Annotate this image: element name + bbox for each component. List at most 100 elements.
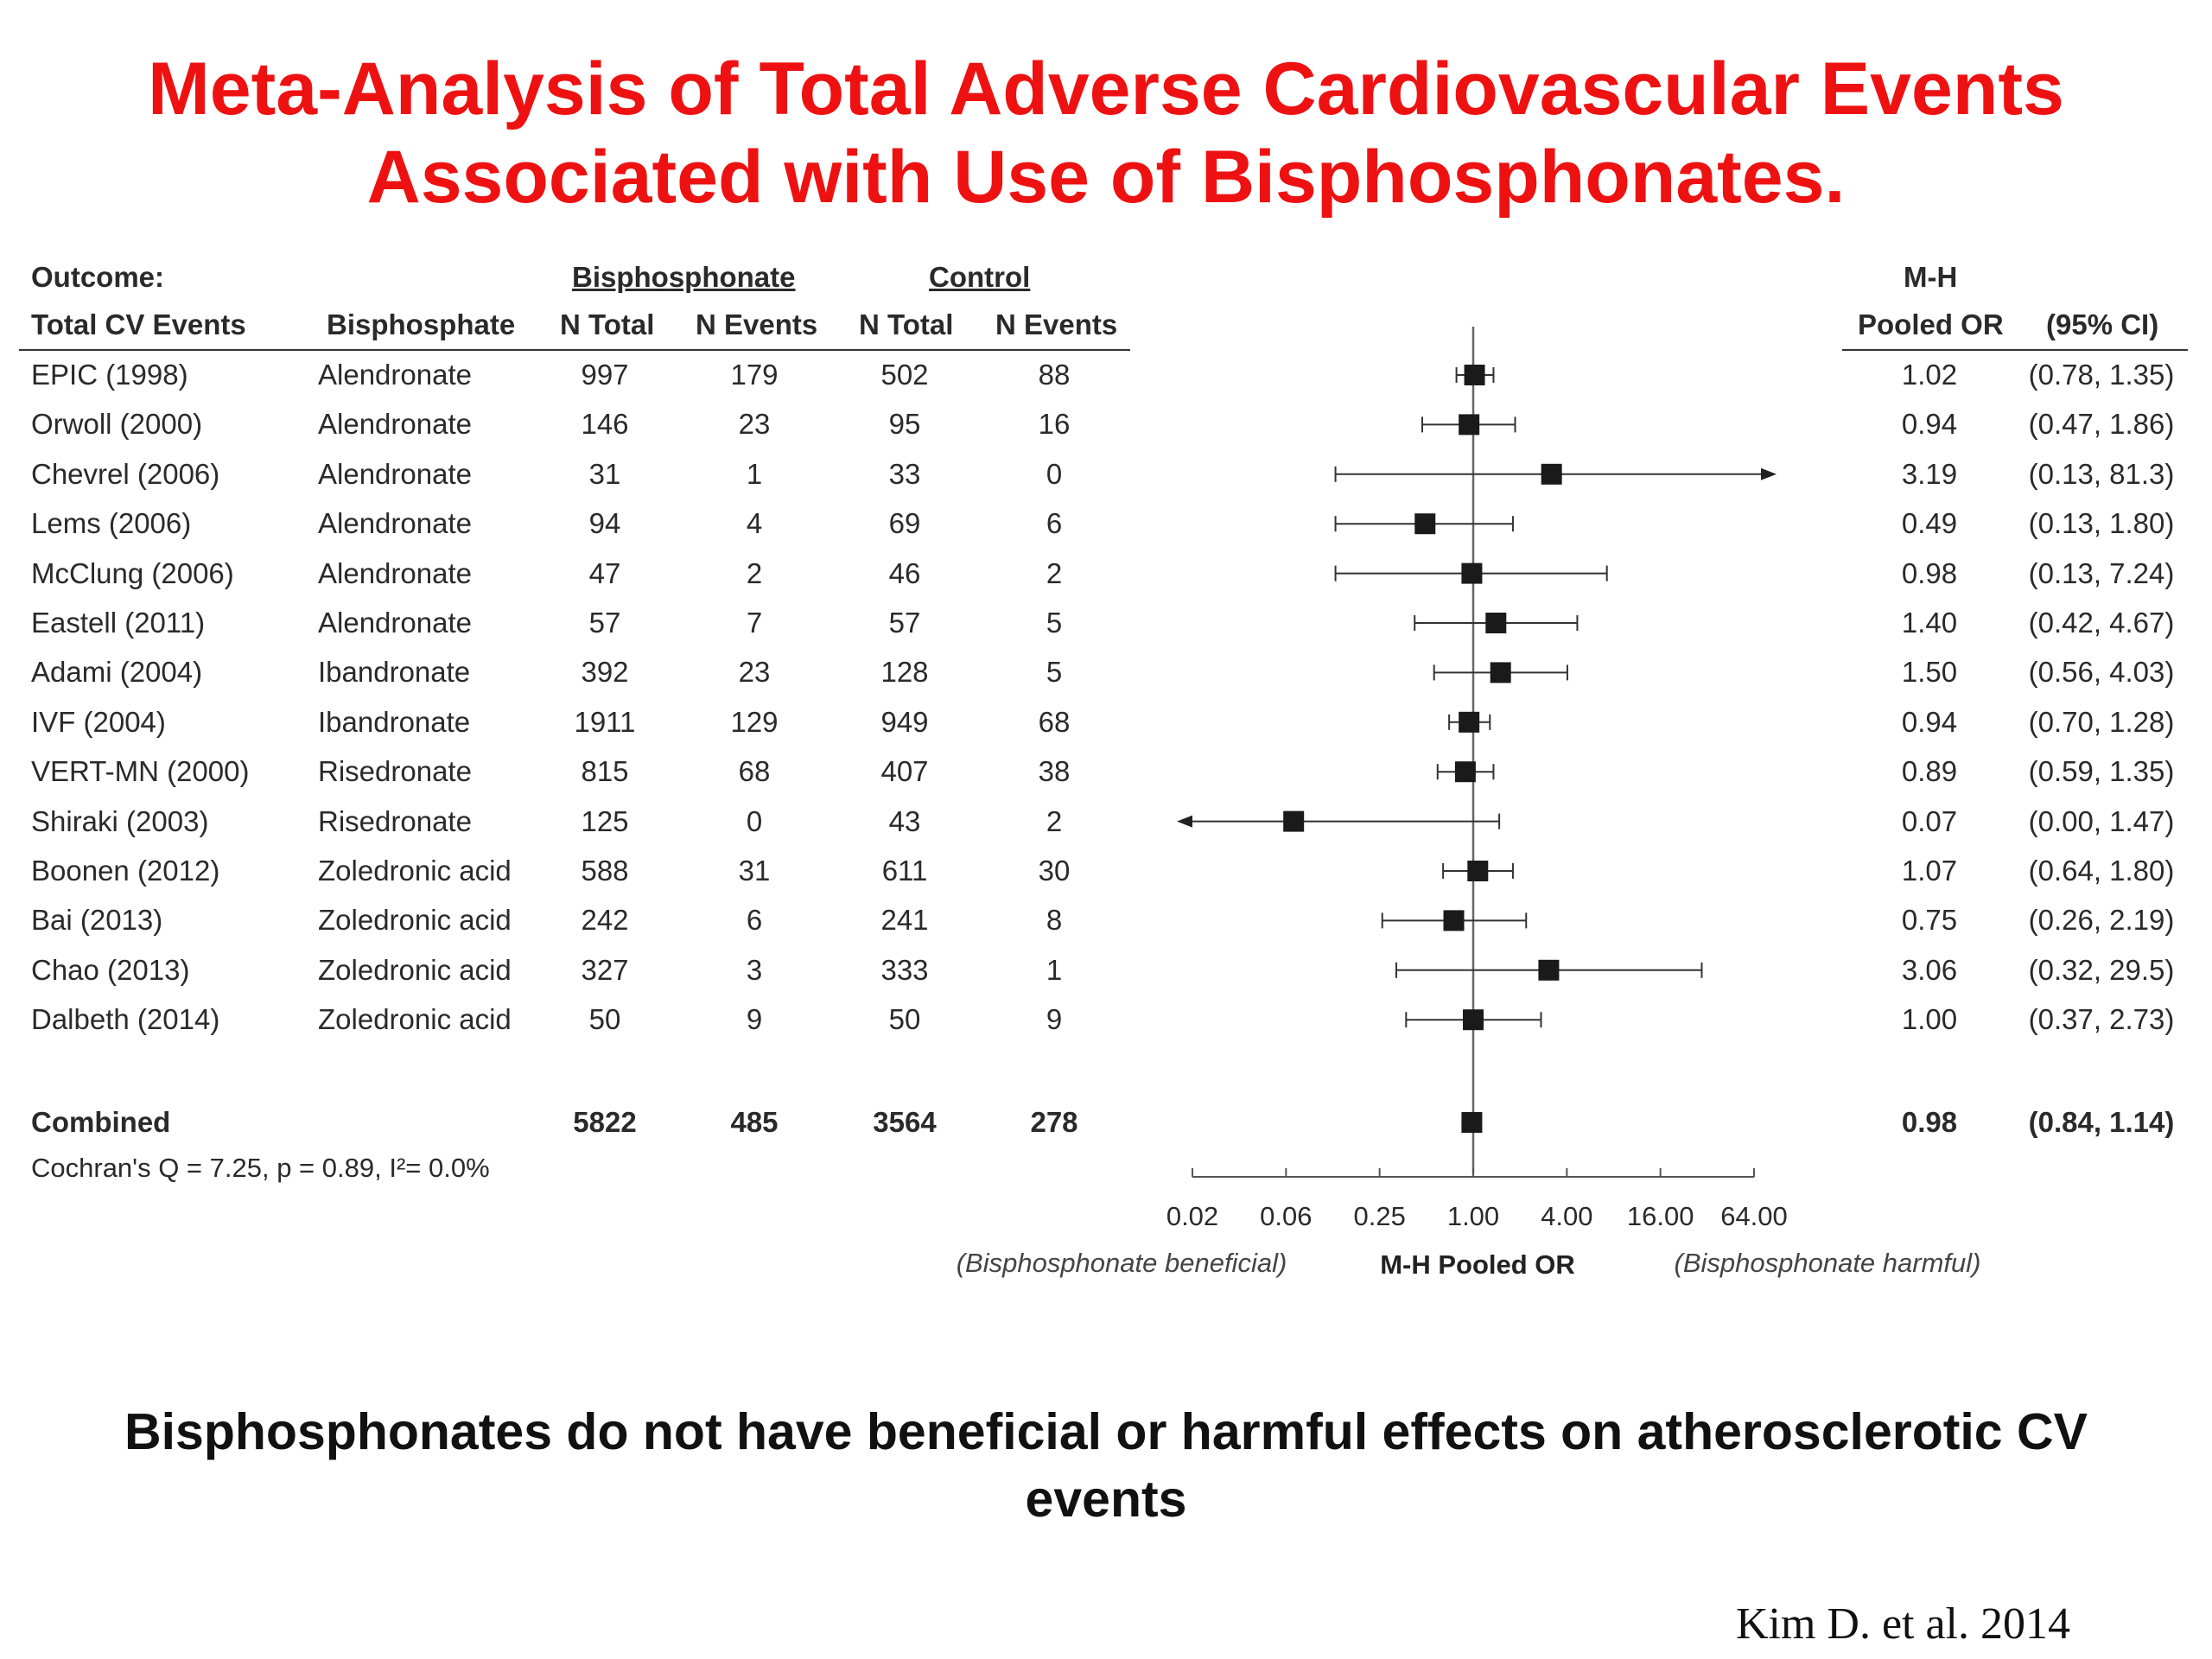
header-pooled-or: Pooled OR — [1858, 308, 2004, 340]
header-ctl-n-total: N Total — [859, 308, 954, 340]
row-drug: Alendronate — [318, 457, 472, 490]
x-tick-label: 0.06 — [1260, 1201, 1312, 1231]
row-bis-total: 997 — [581, 359, 629, 391]
row-ci: (0.13, 1.80) — [2028, 507, 2175, 540]
header-outcome-sub: Total CV Events — [31, 308, 246, 340]
row-ci: (0.00, 1.47) — [2028, 804, 2175, 837]
row-drug: Zoledronic acid — [318, 953, 512, 986]
row-drug: Risedronate — [318, 755, 472, 788]
row-bis-total: 588 — [581, 855, 629, 887]
row-bis-total: 125 — [581, 804, 629, 837]
point-estimate-12 — [1538, 959, 1560, 981]
row-ci: (0.37, 2.73) — [2028, 1003, 2175, 1036]
forest-plot: 0.02 0.06 0.25 1.00 4.00 16.00 64.00 (Bisphosph… — [957, 327, 1981, 1280]
row-or: 1.07 — [1901, 855, 1958, 887]
row-ctl-events: 8 — [1046, 904, 1063, 937]
row-ci: (0.78, 1.35) — [2028, 359, 2175, 391]
point-estimate-8 — [1454, 761, 1476, 783]
row-ci: (0.59, 1.35) — [2028, 755, 2175, 788]
row-ci: (0.47, 1.86) — [2028, 408, 2175, 441]
row-drug: Alendronate — [318, 556, 472, 589]
row-bis-events: 6 — [746, 904, 763, 937]
row-bis-total: 146 — [581, 408, 629, 441]
row-ci: (0.70, 1.28) — [2028, 705, 2175, 738]
row-or: 0.94 — [1901, 408, 1958, 441]
row-ctl-total: 46 — [888, 556, 921, 589]
slide-title-line-2: Associated with Use of Bisphosphonates. — [366, 136, 1846, 219]
row-ci: (0.26, 2.19) — [2028, 904, 2175, 937]
header-ci: (95% CI) — [2046, 308, 2159, 340]
combined-ci: (0.84, 1.14) — [2028, 1106, 2175, 1138]
row-drug: Alendronate — [318, 507, 472, 540]
row-study: Orwoll (2000) — [31, 408, 203, 441]
header-bis-n-events: N Events — [696, 308, 818, 340]
point-estimate-6 — [1490, 662, 1511, 683]
row-ci: (0.42, 4.67) — [2028, 607, 2175, 639]
combined-estimate — [1461, 1112, 1483, 1133]
row-ctl-events: 0 — [1046, 457, 1063, 490]
point-estimate-9 — [1283, 810, 1305, 832]
slide-title: Meta-Analysis of Total Adverse Cardiovas… — [0, 45, 2212, 221]
point-estimate-2 — [1541, 463, 1562, 485]
row-bis-events: 1 — [746, 457, 763, 490]
row-ctl-total: 50 — [888, 1003, 921, 1036]
row-ctl-total: 43 — [888, 804, 921, 837]
row-or: 1.40 — [1901, 607, 1958, 639]
row-drug: Ibandronate — [318, 656, 471, 689]
x-tick-label: 0.25 — [1353, 1201, 1405, 1231]
row-ci: (0.64, 1.80) — [2028, 855, 2175, 887]
row-study: Chevrel (2006) — [31, 457, 220, 490]
row-bis-total: 327 — [581, 953, 629, 986]
row-bis-total: 1911 — [574, 705, 636, 738]
row-bis-total: 47 — [588, 556, 621, 589]
row-bis-total: 94 — [588, 507, 621, 540]
row-drug: Zoledronic acid — [318, 904, 512, 937]
row-or: 3.19 — [1901, 457, 1958, 490]
row-study: Boonen (2012) — [31, 855, 220, 887]
row-ctl-total: 33 — [888, 457, 921, 490]
row-bis-events: 68 — [738, 755, 771, 788]
row-drug: Alendronate — [318, 359, 472, 391]
row-drug: Alendronate — [318, 607, 472, 639]
row-bis-total: 57 — [588, 607, 621, 639]
row-ctl-events: 1 — [1046, 953, 1063, 986]
row-drug: Zoledronic acid — [318, 1003, 512, 1036]
row-ctl-events: 30 — [1038, 855, 1071, 887]
row-drug: Risedronate — [318, 804, 472, 837]
row-bis-total: 815 — [581, 755, 629, 788]
slide-title-line-1: Meta-Analysis of Total Adverse Cardiovas… — [148, 48, 2064, 130]
row-or: 0.49 — [1901, 507, 1958, 540]
combined-ctl-total: 3564 — [873, 1106, 937, 1138]
row-ctl-events: 9 — [1046, 1003, 1063, 1036]
row-bis-events: 0 — [746, 804, 763, 837]
citation: Kim D. et al. 2014 — [1735, 1599, 2070, 1649]
row-bis-total: 31 — [588, 457, 621, 490]
row-ctl-events: 16 — [1038, 408, 1071, 441]
row-study: Shiraki (2003) — [31, 804, 209, 837]
x-tick-label: 64.00 — [1720, 1201, 1788, 1231]
header-control-group: Control — [929, 261, 1031, 293]
row-drug: Ibandronate — [318, 705, 471, 738]
row-ctl-total: 949 — [880, 705, 929, 738]
row-study: Adami (2004) — [31, 656, 203, 689]
row-ctl-events: 68 — [1038, 705, 1071, 738]
left-annotation: (Bisphosphonate beneficial) — [957, 1248, 1287, 1278]
row-or: 3.06 — [1901, 953, 1958, 986]
header-mh: M-H — [1904, 261, 1958, 293]
row-ctl-total: 95 — [888, 408, 921, 441]
header-rule-right — [1842, 349, 2188, 351]
row-ctl-events: 88 — [1038, 359, 1071, 391]
row-ctl-events: 38 — [1038, 755, 1071, 788]
point-estimate-7 — [1459, 711, 1480, 733]
x-axis-title: M-H Pooled OR — [1380, 1249, 1575, 1280]
row-study: Lems (2006) — [31, 507, 192, 540]
point-estimate-1 — [1459, 414, 1480, 435]
row-bis-total: 50 — [588, 1003, 621, 1036]
row-ci: (0.32, 29.5) — [2028, 953, 2175, 986]
right-annotation: (Bisphosphonate harmful) — [1675, 1248, 1981, 1278]
x-tick-label: 1.00 — [1447, 1201, 1499, 1231]
row-ctl-events: 5 — [1046, 656, 1063, 689]
row-or: 1.50 — [1901, 656, 1958, 689]
row-or: 0.89 — [1901, 755, 1958, 788]
row-drug: Zoledronic acid — [318, 855, 512, 887]
